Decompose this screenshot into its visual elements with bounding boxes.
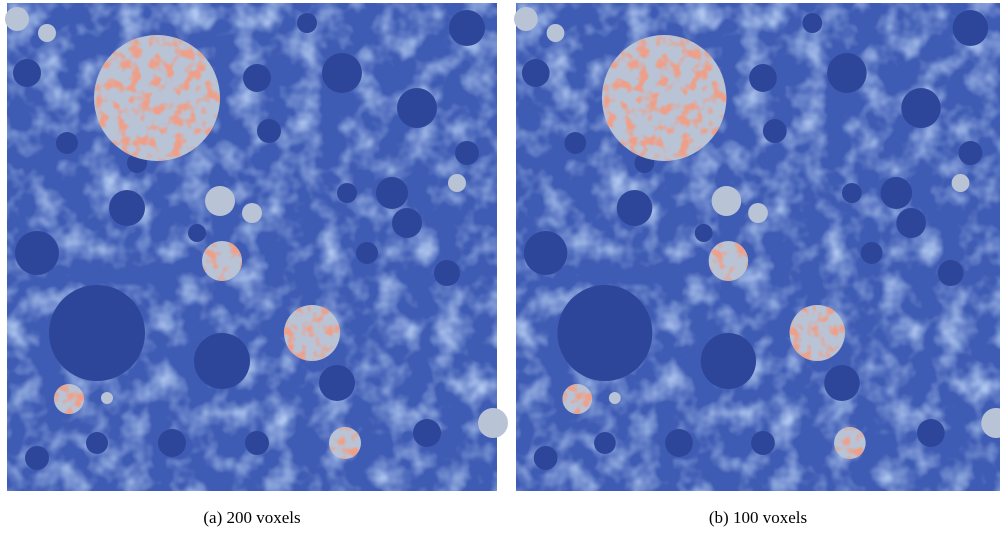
panel-a-image <box>5 3 508 491</box>
panel-b-image <box>514 3 1000 491</box>
caption-b: (b) 100 voxels <box>709 508 807 527</box>
caption-a: (a) 200 voxels <box>203 508 300 527</box>
